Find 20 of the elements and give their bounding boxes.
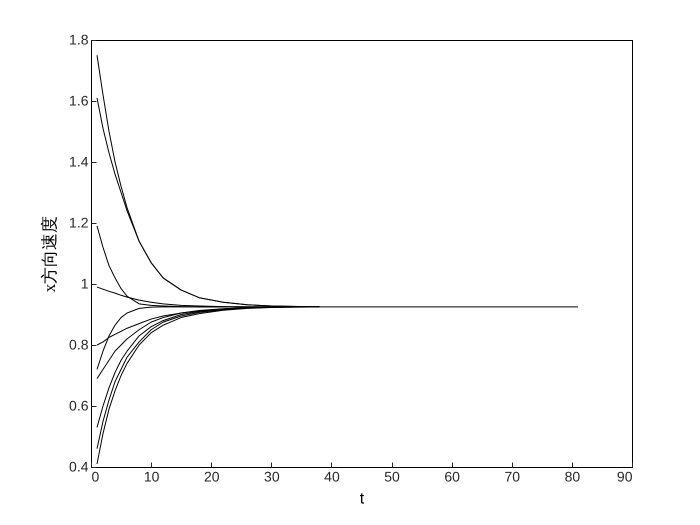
x-tick-label: 90 (616, 468, 633, 484)
x-tick-label: 60 (444, 468, 460, 484)
x-tick-label: 0 (92, 468, 100, 484)
x-tick-label: 70 (504, 468, 520, 484)
y-tick-label: 1.6 (69, 92, 89, 108)
y-tick-label: 1.4 (69, 154, 89, 170)
x-tick-label: 80 (564, 468, 580, 484)
x-tick-label: 30 (264, 468, 280, 484)
y-tick-label: 0.6 (69, 398, 89, 414)
y-tick-label: 1 (80, 276, 89, 292)
x-axis-title: t (360, 490, 365, 508)
y-tick-label: 0.4 (69, 458, 89, 474)
y-tick-label: 1.8 (69, 32, 89, 48)
y-axis-title: x方向速度 (40, 216, 60, 292)
x-tick-label: 10 (144, 468, 160, 484)
y-tick-label: 1.2 (69, 214, 89, 230)
x-tick-label: 50 (384, 468, 400, 484)
x-tick-label: 20 (204, 468, 220, 484)
y-tick-label: 0.8 (69, 336, 89, 352)
x-tick-label: 40 (324, 468, 340, 484)
